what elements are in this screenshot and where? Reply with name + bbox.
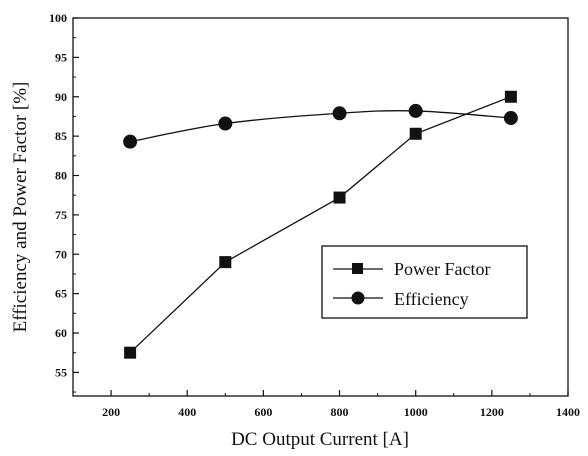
data-point-power-factor — [504, 90, 517, 103]
data-point-power-factor — [124, 346, 137, 359]
x-tick-label: 800 — [331, 405, 349, 419]
x-tick-label: 1000 — [404, 405, 428, 419]
y-tick-label: 75 — [55, 208, 67, 222]
data-point-efficiency — [123, 134, 138, 149]
y-tick-label: 95 — [55, 50, 67, 64]
data-point-power-factor — [333, 191, 346, 204]
legend: Power Factor Efficiency — [321, 245, 528, 319]
x-axis-title: DC Output Current [A] — [231, 429, 409, 450]
data-point-efficiency — [408, 103, 423, 118]
y-tick-label: 85 — [55, 129, 67, 143]
x-tick-label: 200 — [102, 405, 120, 419]
legend-label-power-factor: Power Factor — [394, 259, 490, 279]
data-point-efficiency — [218, 116, 233, 131]
x-tick-label: 600 — [254, 405, 272, 419]
legend-marker-power-factor — [352, 263, 363, 274]
series-layer — [123, 90, 518, 359]
data-point-power-factor — [409, 127, 422, 140]
legend-label-efficiency: Efficiency — [394, 289, 469, 309]
data-point-power-factor — [219, 256, 232, 269]
y-tick-label: 55 — [55, 365, 67, 379]
legend-marker-efficiency — [351, 291, 365, 305]
series-line-efficiency — [129, 110, 511, 143]
y-tick-label: 60 — [55, 326, 67, 340]
data-point-efficiency — [503, 111, 518, 126]
y-tick-label: 65 — [55, 287, 67, 301]
x-tick-label: 1400 — [556, 405, 580, 419]
plot-frame — [72, 17, 569, 397]
x-tick-label: 1200 — [480, 405, 504, 419]
x-axis-ticks: 200 400 600 800 1000 1200 1400 — [102, 390, 580, 419]
y-tick-label: 70 — [55, 247, 67, 261]
legend-box — [321, 245, 528, 319]
y-tick-label: 100 — [49, 11, 67, 25]
x-tick-label: 400 — [178, 405, 196, 419]
y-axis-ticks: 55 60 65 70 75 80 85 90 95 100 — [49, 11, 79, 393]
y-axis-title: Efficiency and Power Factor [%] — [10, 82, 31, 333]
y-tick-label: 80 — [55, 169, 67, 183]
y-tick-label: 90 — [55, 90, 67, 104]
data-point-efficiency — [332, 106, 347, 121]
